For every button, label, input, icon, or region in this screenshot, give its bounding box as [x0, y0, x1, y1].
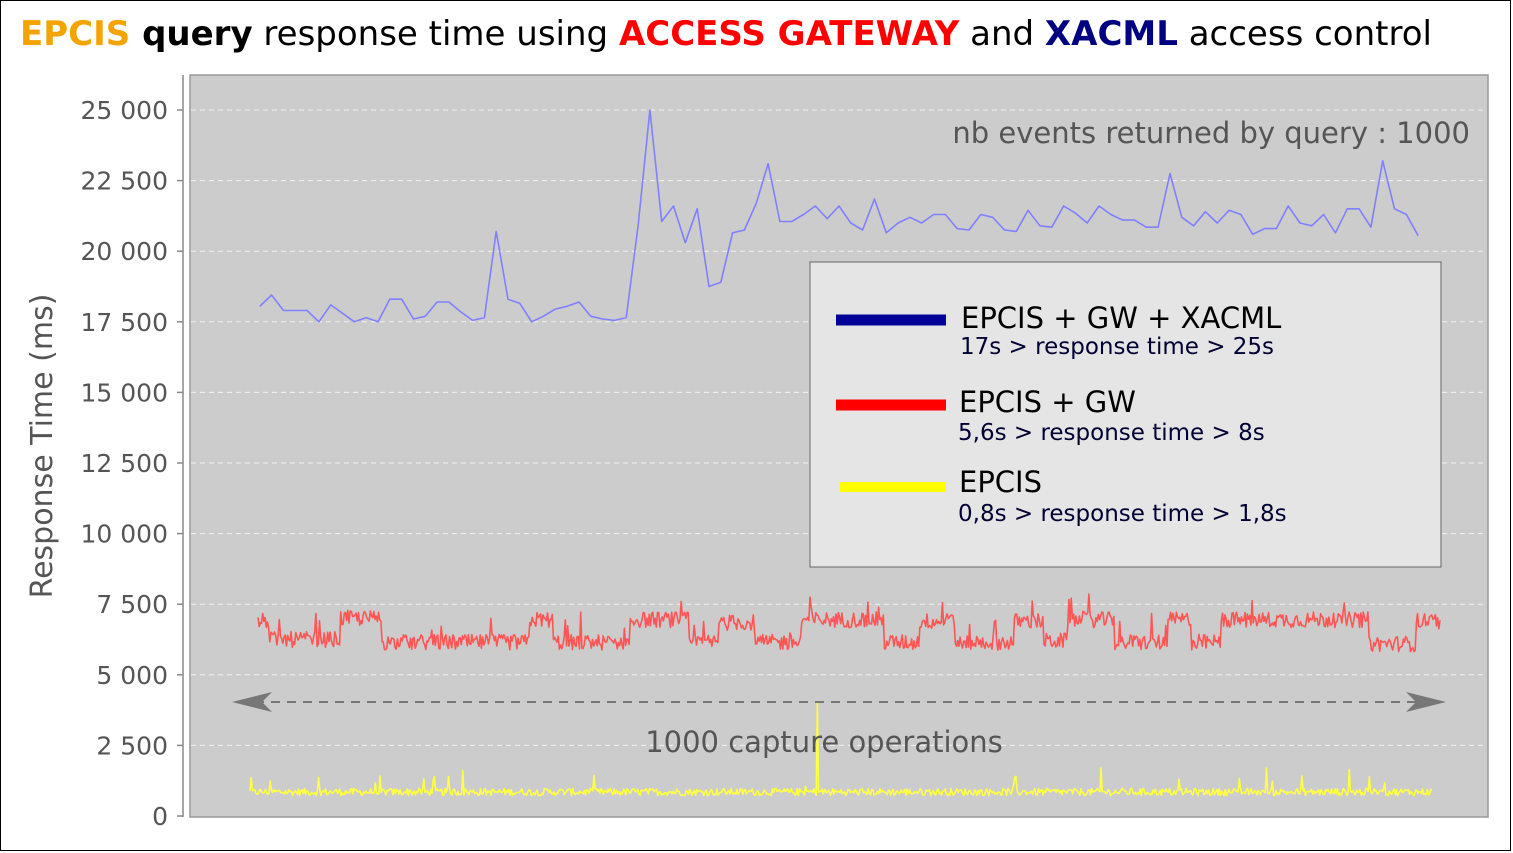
legend-sublabel-gw: 5,6s > response time > 8s — [958, 420, 1265, 446]
series-xacml-line — [259, 109, 1419, 323]
arrow-right-head — [1406, 692, 1446, 712]
series-gw-line — [257, 593, 1441, 653]
y-tick-label: 7 500 — [96, 590, 168, 619]
title-query: query — [130, 14, 253, 54]
legend-label-gw: EPCIS + GW — [959, 385, 1136, 419]
y-tick-label: 17 500 — [81, 308, 168, 337]
title-xacml: XACML — [1044, 14, 1178, 54]
y-tick-labels: 0 2 500 5 000 7 500 10 000 12 500 15 000 17 500… — [81, 96, 183, 831]
y-axis-label: Response Time (ms) — [25, 294, 60, 599]
y-tick-label: 15 000 — [81, 378, 168, 407]
y-tick-label: 25 000 — [81, 96, 168, 125]
y-tick-label: 22 500 — [81, 167, 168, 196]
arrow-left-head — [232, 692, 272, 712]
y-tick-label: 12 500 — [81, 449, 168, 478]
title-and: and — [959, 14, 1045, 54]
y-tick-label: 0 — [152, 802, 168, 831]
y-tick-label: 5 000 — [96, 661, 168, 690]
capture-operations-arrow — [232, 692, 1446, 712]
legend: EPCIS + GW + XACML 17s > response time >… — [809, 261, 1442, 568]
capture-operations-annotation: 1000 capture operations — [645, 725, 1003, 759]
legend-label-epcis: EPCIS — [959, 465, 1042, 499]
chart-title: EPCIS query response time using ACCESS G… — [20, 14, 1432, 54]
y-tick-label: 10 000 — [81, 520, 168, 549]
title-access-control: access control — [1177, 14, 1432, 54]
title-response-time: response time using — [252, 14, 619, 54]
title-access-gateway: ACCESS GATEWAY — [618, 14, 960, 54]
series-epcis-line — [249, 702, 1433, 797]
y-tick-label: 2 500 — [96, 731, 168, 760]
y-tick-label: 20 000 — [81, 237, 168, 266]
title-epcis: EPCIS — [20, 14, 131, 54]
series-lines — [249, 109, 1441, 797]
legend-sublabel-epcis: 0,8s > response time > 1,8s — [958, 501, 1287, 527]
legend-box — [809, 261, 1442, 568]
legend-label-xacml: EPCIS + GW + XACML — [961, 301, 1281, 335]
nb-events-annotation: nb events returned by query : 1000 — [952, 116, 1470, 150]
legend-sublabel-xacml: 17s > response time > 25s — [960, 334, 1274, 360]
